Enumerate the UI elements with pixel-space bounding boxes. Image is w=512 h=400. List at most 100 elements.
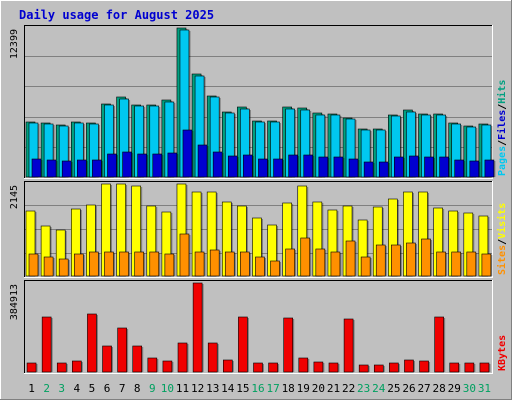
x-tick-label: 24: [372, 382, 386, 395]
x-tick-label: 3: [58, 382, 65, 395]
bar: [182, 129, 193, 178]
bar: [43, 256, 54, 277]
bar: [107, 153, 117, 178]
bar: [28, 253, 39, 277]
x-tick-label: 21: [327, 382, 340, 395]
x-tick-label: 23: [357, 382, 370, 395]
bar: [300, 237, 311, 277]
bar: [134, 251, 144, 277]
x-tick-label: 31: [478, 382, 491, 395]
bar: [449, 362, 460, 373]
x-tick-label: 30: [463, 382, 476, 395]
x-tick-label: 9: [149, 382, 156, 395]
bar: [147, 357, 158, 373]
bar: [207, 342, 218, 373]
bar: [373, 364, 384, 373]
bar: [466, 251, 477, 277]
bar: [378, 161, 389, 178]
bar: [167, 152, 178, 178]
x-tick-label: 27: [417, 382, 430, 395]
bar: [363, 161, 374, 178]
legend-item: Files: [496, 110, 508, 140]
x-tick-label: 4: [74, 382, 81, 395]
bar: [87, 313, 97, 373]
legend-item: KBytes: [497, 335, 508, 371]
bar: [421, 238, 431, 277]
bar: [119, 251, 129, 277]
legend-item: Visits: [496, 203, 508, 239]
legend-item: Pages: [497, 146, 508, 176]
bar: [149, 251, 160, 277]
bar: [240, 251, 250, 277]
bar: [122, 151, 132, 178]
panel-bottom: 384913 KBytes: [9, 280, 508, 374]
x-tick-label: 12: [191, 382, 204, 395]
bar: [46, 159, 57, 178]
bar: [303, 154, 314, 178]
legend-item: Sites: [496, 245, 508, 275]
bar: [315, 248, 326, 277]
x-tick-label: 6: [104, 382, 111, 395]
series-kbytes: [26, 282, 491, 373]
bar: [391, 244, 401, 277]
x-tick-label: 10: [161, 382, 174, 395]
bar: [137, 153, 147, 178]
bar: [162, 360, 173, 373]
bar: [288, 154, 298, 178]
bar: [255, 256, 265, 277]
bar: [76, 159, 87, 178]
bar: [58, 258, 69, 277]
bar: [333, 156, 344, 178]
x-tick-label: 29: [448, 382, 461, 395]
bar: [451, 251, 462, 277]
bar: [424, 156, 434, 178]
bar: [268, 362, 278, 373]
x-tick-label: 17: [266, 382, 279, 395]
bar: [313, 361, 324, 373]
bar: [102, 345, 112, 373]
bar: [238, 316, 248, 373]
series-pages: [31, 129, 496, 178]
legend: Pages/Files/Hits: [496, 80, 508, 176]
bar: [192, 282, 203, 373]
bar: [273, 158, 283, 178]
bar: [132, 345, 143, 373]
bar: [469, 160, 480, 178]
bar: [481, 253, 492, 277]
bar: [177, 342, 188, 373]
bar: [41, 316, 52, 373]
bar: [394, 156, 404, 178]
bar: [179, 233, 190, 277]
bar: [117, 327, 127, 373]
x-axis-labels: 1 2 3 4 5 6 7 8 9 10 11 12 13 14 15 16 17 18 19 20 21 22 23 24 2…: [28, 382, 491, 395]
y-max-label: 2145: [9, 185, 20, 209]
bar: [343, 318, 354, 373]
bar: [209, 249, 220, 277]
bar: [419, 360, 429, 373]
bar: [164, 253, 175, 277]
x-tick-label: 7: [119, 382, 126, 395]
bar: [104, 251, 114, 277]
bar: [404, 359, 414, 373]
chart-title: Daily usage for August 2025: [19, 8, 214, 22]
legend-item: /: [497, 239, 508, 245]
bar: [73, 253, 84, 277]
x-tick-label: 25: [387, 382, 400, 395]
bar: [439, 156, 449, 178]
bar: [243, 154, 253, 178]
bar: [484, 159, 495, 178]
bar: [223, 359, 233, 373]
bar: [89, 251, 99, 277]
bar: [328, 362, 339, 373]
bar: [283, 317, 293, 373]
bar: [258, 158, 268, 178]
plot-area: [24, 280, 492, 373]
bar: [454, 159, 465, 178]
bar: [152, 153, 163, 178]
legend-item: /: [497, 104, 508, 110]
bar: [227, 155, 238, 178]
bar: [253, 362, 263, 373]
bar: [194, 251, 205, 277]
bar: [434, 316, 444, 373]
bar: [479, 362, 490, 373]
